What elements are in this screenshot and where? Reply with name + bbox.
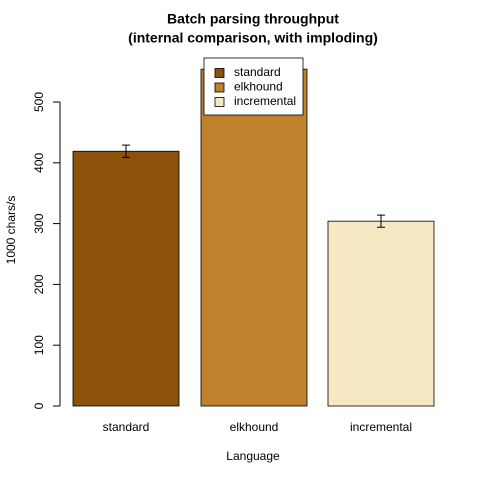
y-tick-label: 100 bbox=[32, 335, 46, 355]
error-bar bbox=[122, 144, 130, 158]
y-tick-label: 400 bbox=[32, 152, 46, 172]
error-bar bbox=[377, 214, 385, 228]
y-tick-label: 500 bbox=[32, 92, 46, 112]
chart-subtitle: (internal comparison, with imploding) bbox=[128, 30, 378, 46]
y-tick-label: 0 bbox=[32, 402, 46, 409]
legend-label: incremental bbox=[234, 94, 296, 108]
bar bbox=[72, 150, 180, 407]
x-axis-label: Language bbox=[226, 449, 280, 463]
y-tick-label: 300 bbox=[32, 213, 46, 233]
legend-swatch bbox=[214, 82, 225, 93]
legend-label: elkhound bbox=[234, 80, 283, 94]
y-axis-label: 1000 chars/s bbox=[4, 196, 18, 265]
chart-title: Batch parsing throughput bbox=[167, 11, 339, 27]
bar bbox=[327, 220, 435, 407]
legend-swatch bbox=[214, 97, 225, 107]
x-tick-label: standard bbox=[103, 420, 150, 434]
legend-label: standard bbox=[234, 65, 281, 79]
legend-swatch bbox=[214, 68, 225, 78]
y-tick-label: 200 bbox=[32, 274, 46, 294]
bar bbox=[200, 68, 308, 407]
x-tick-label: incremental bbox=[350, 420, 412, 434]
x-tick-label: elkhound bbox=[230, 420, 279, 434]
